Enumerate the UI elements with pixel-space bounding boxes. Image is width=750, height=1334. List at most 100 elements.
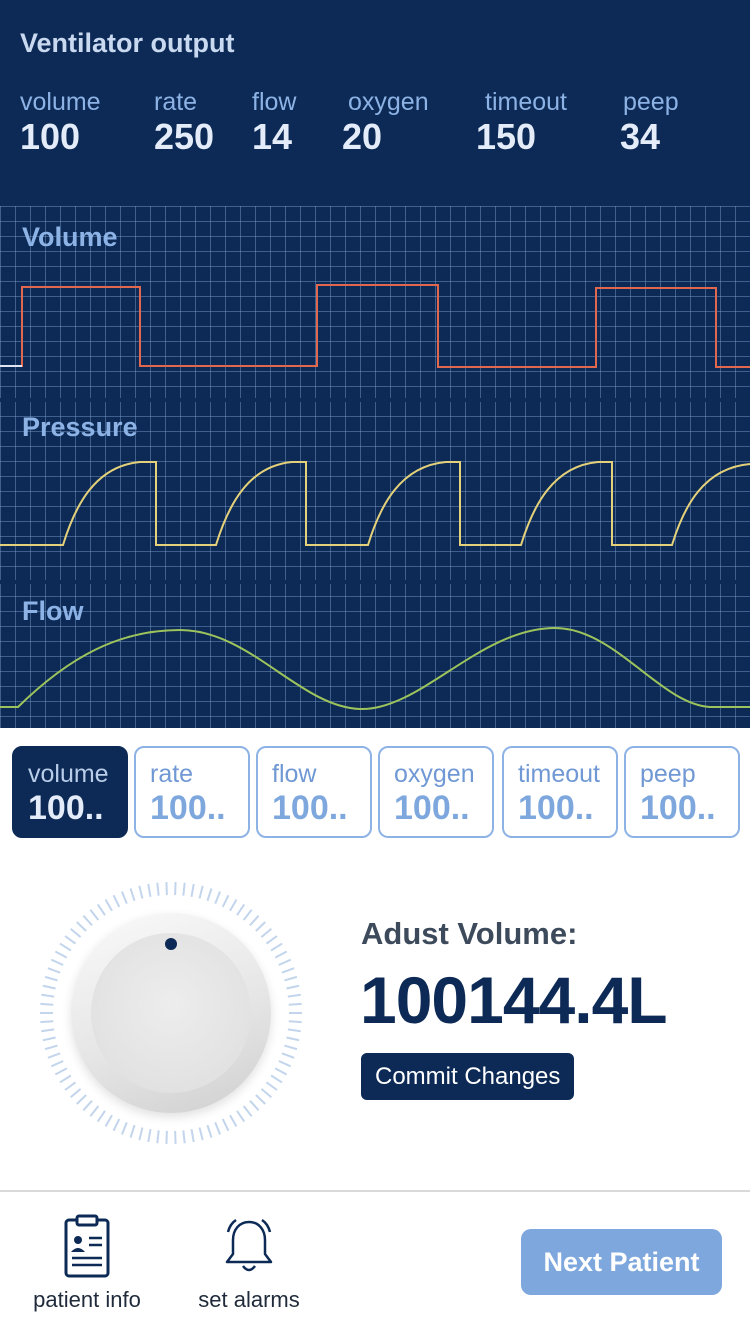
param-value: 100.. [394,789,470,827]
stat-rate: rate 250 [154,88,214,158]
knob-tick [260,928,272,938]
knob-tick [147,883,152,897]
knob-tick-ring [40,882,302,1144]
bottom-divider [0,1190,750,1192]
knob-tick [156,882,160,896]
knob-tick [64,935,77,945]
param-label: volume [28,760,109,788]
knob-tick [221,1118,230,1132]
param-tab-oxygen[interactable]: oxygen 100.. [378,746,494,838]
adjust-label: Adust Volume: [361,916,578,951]
knob-tick [76,921,87,932]
param-label: peep [640,760,696,788]
knob-tick [278,1060,292,1068]
knob-tick [286,984,300,990]
knob-tick [76,1094,87,1105]
graph-divider [0,580,750,584]
knob-tick [54,1067,68,1076]
knob-tick [249,914,260,926]
stat-label: volume [20,88,101,116]
knob-tick [156,1130,160,1144]
stat-volume: volume 100 [20,88,101,158]
knob-tick [274,950,288,959]
stat-peep: peep 34 [620,88,679,158]
knob-tick [41,993,55,998]
set-alarms-label: set alarms [198,1287,300,1312]
knob-face [91,933,251,1093]
graph-divider [0,398,750,402]
knob-tick [214,1122,222,1135]
knob-tick [242,1105,253,1117]
knob-tick [104,899,113,912]
patient-info-tab[interactable]: patient info [26,1214,148,1313]
knob-tick [287,1028,301,1033]
stat-value: 34 [620,116,661,157]
waveform-svg [0,284,750,711]
param-tab-flow[interactable]: flow 100.. [256,746,372,838]
stat-label: oxygen [348,88,429,116]
param-label: rate [150,760,194,788]
param-tab-volume[interactable]: volume 100.. [12,746,128,838]
knob-tick [198,885,204,899]
stat-label: peep [623,88,679,116]
knob-tick [47,967,61,974]
knob-tick [70,1088,82,1098]
stat-oxygen: oxygen 20 [342,88,429,158]
knob-tick [50,958,64,966]
knob-tick [59,1074,72,1084]
knob-tick [206,888,213,902]
knob-tick [190,1129,195,1143]
set-alarms-tab[interactable]: set alarms [186,1216,312,1313]
knob-tick [182,882,186,896]
knob-tick [242,909,253,921]
knob-tick [236,1110,246,1123]
flow-waveform [0,626,750,711]
knob-tick [96,903,106,916]
clipboard-icon [64,1214,110,1278]
adjust-knob-control[interactable] [38,880,304,1146]
knob-tick [190,883,195,897]
knob-tick [89,909,100,921]
knob-tick [255,921,266,932]
knob-tick [129,888,136,902]
stat-value: 250 [154,116,215,157]
param-value: 100.. [518,789,594,827]
commit-changes-button[interactable]: Commit Changes [361,1053,575,1100]
knob-tick [59,942,72,952]
knob-tick [70,928,82,938]
knob-tick [44,1044,58,1051]
knob-tick [270,1074,283,1084]
knob-tick [270,942,283,952]
knob-tick [44,975,58,982]
knob-tick [96,1110,106,1123]
knob-tick [120,1122,128,1135]
knob[interactable] [71,913,271,1113]
knob-tick [82,914,93,926]
knob-tick [104,1114,113,1127]
stat-label: timeout [485,88,567,116]
stat-timeout: timeout 150 [476,88,567,158]
stat-flow: flow 14 [252,88,296,158]
flow-graph-title: Flow [22,596,84,626]
bell-icon [225,1218,273,1272]
knob-tick [284,1044,298,1051]
stat-label: flow [252,88,297,116]
stat-value: 150 [476,116,537,157]
ventilator-output-header: Ventilator output volume 100 rate 250 fl… [0,0,750,206]
param-tab-rate[interactable]: rate 100.. [134,746,250,838]
param-tab-timeout[interactable]: timeout 100.. [502,746,618,838]
next-patient-button[interactable]: Next Patient [521,1229,722,1295]
knob-tick [112,1118,121,1132]
knob-tick [82,1100,93,1112]
knob-tick [249,1100,260,1112]
knob-tick [138,885,144,899]
knob-tick [147,1129,152,1143]
stat-label: rate [154,88,198,116]
knob-tick [255,1094,266,1105]
knob-tick [206,1124,213,1138]
param-tab-peep[interactable]: peep 100.. [624,746,740,838]
volume-graph-title: Volume [22,222,118,252]
knob-tick [42,1036,56,1042]
knob-tick [286,1036,300,1042]
param-label: flow [272,760,317,788]
